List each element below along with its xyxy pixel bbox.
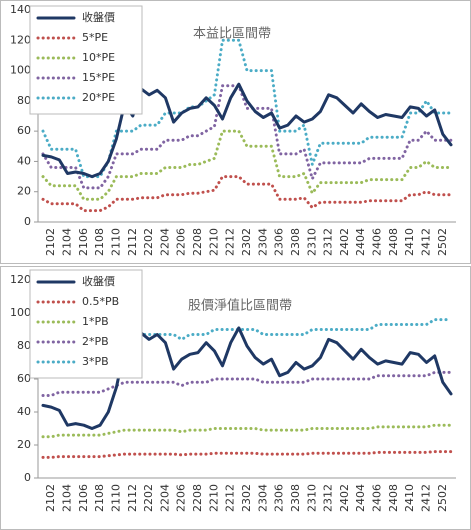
legend-label: 0.5*PB [82,295,119,308]
y-tick-label: 80 [17,94,31,107]
x-tick-label: 2210 [207,484,220,512]
x-tick-label: 2304 [256,228,269,256]
x-tick-label: 2410 [403,484,416,512]
y-tick-label: 120 [10,273,31,286]
x-tick-label: 2106 [77,228,90,256]
legend-label: 10*PE [82,51,115,64]
y-tick-label: 20 [17,438,31,451]
x-tick-label: 2210 [207,228,220,256]
x-tick-label: 2402 [338,228,351,256]
x-tick-label: 2402 [338,484,351,512]
y-tick-label: 100 [10,306,31,319]
x-tick-label: 2104 [60,228,73,256]
x-tick-label: 2310 [305,228,318,256]
series-line [41,82,453,179]
legend-label: 1*PB [82,315,109,328]
x-tick-label: 2208 [191,484,204,512]
x-tick-label: 2112 [126,484,139,512]
y-tick-label: 60 [17,372,31,385]
legend-label: 15*PE [82,71,115,84]
x-tick-label: 2110 [109,484,122,512]
y-tick-label: 120 [10,33,31,46]
legend-label: 3*PB [82,355,109,368]
x-tick-label: 2108 [93,228,106,256]
chart-title: 股價淨值比區間帶 [188,298,292,314]
x-tick-label: 2502 [436,228,449,256]
x-tick-label: 2310 [305,484,318,512]
series-line [41,175,453,213]
x-tick-label: 2112 [126,228,139,256]
x-tick-label: 2212 [224,484,237,512]
series-line [41,450,453,459]
x-tick-label: 2208 [191,228,204,256]
chart-title: 本益比區間帶 [193,27,271,42]
x-tick-label: 2404 [354,228,367,256]
series-line [41,423,453,439]
series-line [41,326,453,430]
x-tick-label: 2108 [93,484,106,512]
y-tick-label: 0 [24,471,31,484]
x-tick-label: 2110 [109,228,122,256]
y-tick-label: 80 [17,339,31,352]
x-tick-label: 2406 [371,484,384,512]
x-tick-label: 2502 [436,484,449,512]
x-tick-label: 2306 [273,228,286,256]
x-tick-label: 2204 [158,484,171,512]
y-tick-label: 20 [17,185,31,198]
x-tick-label: 2202 [142,484,155,512]
x-tick-label: 2102 [44,228,57,256]
x-tick-label: 2408 [387,228,400,256]
y-tick-label: 40 [17,405,31,418]
x-tick-label: 2312 [322,484,335,512]
legend-label: 5*PE [82,31,108,44]
x-tick-label: 2412 [420,484,433,512]
x-tick-label: 2212 [224,228,237,256]
x-tick-label: 2412 [420,228,433,256]
x-tick-label: 2308 [289,484,302,512]
legend-box [29,269,143,379]
y-tick-label: 40 [17,154,31,167]
legend-label: 收盤價 [82,10,115,24]
x-tick-label: 2404 [354,484,367,512]
legend-label: 收盤價 [82,274,115,288]
x-tick-label: 2306 [273,484,286,512]
y-tick-label: 140 [10,3,31,16]
x-tick-label: 2302 [240,484,253,512]
x-tick-label: 2104 [60,484,73,512]
x-tick-label: 2410 [403,228,416,256]
y-tick-label: 60 [17,124,31,137]
x-tick-label: 2204 [158,228,171,256]
series-line [41,84,453,190]
y-tick-label: 0 [24,215,31,228]
x-tick-label: 2312 [322,228,335,256]
y-tick-label: 100 [10,64,31,77]
series-line [41,370,453,397]
x-tick-label: 2302 [240,228,253,256]
x-tick-label: 2202 [142,228,155,256]
x-tick-label: 2206 [175,228,188,256]
series-line [41,129,453,201]
legend-label: 2*PB [82,335,109,348]
legend-box [29,5,143,115]
x-tick-label: 2102 [44,484,57,512]
x-tick-label: 2406 [371,228,384,256]
x-tick-label: 2308 [289,228,302,256]
x-tick-label: 2408 [387,484,400,512]
legend-label: 20*PE [82,91,115,104]
x-tick-label: 2106 [77,484,90,512]
x-tick-label: 2304 [256,484,269,512]
x-tick-label: 2206 [175,484,188,512]
